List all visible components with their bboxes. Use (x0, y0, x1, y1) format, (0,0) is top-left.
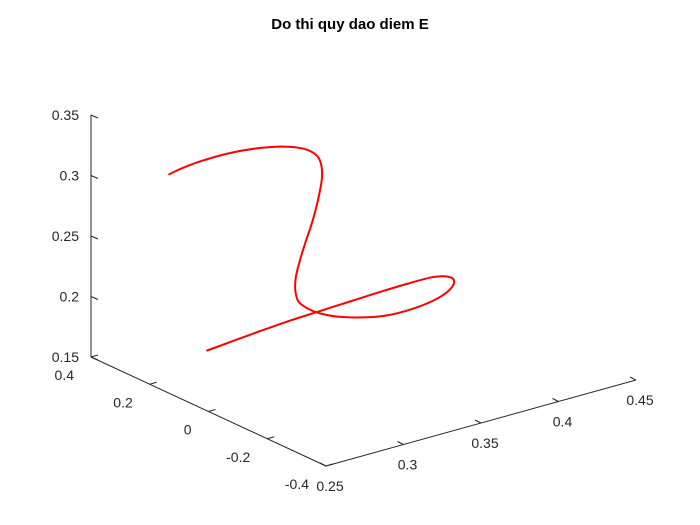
z-tick-label: 0.15 (52, 349, 79, 365)
z-tick-label: 0.2 (60, 289, 80, 305)
y-tick-mark (325, 463, 334, 467)
x-tick-mark (629, 376, 637, 381)
x-tick-label: 0.45 (626, 392, 653, 408)
axes: 0.25 0.3 0.35 0.4 0.45 -0.4 -0.2 0 0.2 0.4 0.15 0.2… (52, 107, 654, 494)
y-tick-label: -0.4 (285, 476, 309, 492)
x-tick-label: 0.4 (553, 414, 573, 430)
x-tick-mark (319, 462, 327, 467)
data-layer (168, 145, 456, 352)
x-tick-mark (474, 419, 482, 424)
z-tick-mark (90, 356, 99, 361)
y-tick-mark (149, 381, 157, 385)
x-tick-label: 0.3 (398, 457, 418, 473)
trajectory-line (168, 145, 456, 352)
x-tick-mark (397, 441, 404, 445)
z-tick-mark (90, 296, 99, 300)
x-tick-label: 0.25 (316, 478, 343, 494)
y-tick-label: 0.4 (55, 367, 75, 383)
z-tick-mark (90, 114, 99, 119)
z-tick-mark (90, 235, 99, 240)
y-tick-mark (267, 436, 275, 440)
z-tick-label: 0.3 (60, 168, 80, 184)
z-tick-label: 0.25 (52, 228, 79, 244)
x-tick-label: 0.35 (471, 435, 498, 451)
y-tick-mark (90, 354, 99, 358)
y-tick-mark (208, 409, 216, 412)
y-tick-label: -0.2 (226, 449, 250, 465)
chart-title: Do thi quy dao diem E (271, 16, 429, 33)
y-tick-label: 0 (184, 422, 192, 438)
z-tick-label: 0.35 (52, 107, 79, 123)
z-tick-mark (90, 175, 99, 179)
y-tick-label: 0.2 (113, 394, 133, 410)
x-tick-mark (552, 398, 559, 402)
